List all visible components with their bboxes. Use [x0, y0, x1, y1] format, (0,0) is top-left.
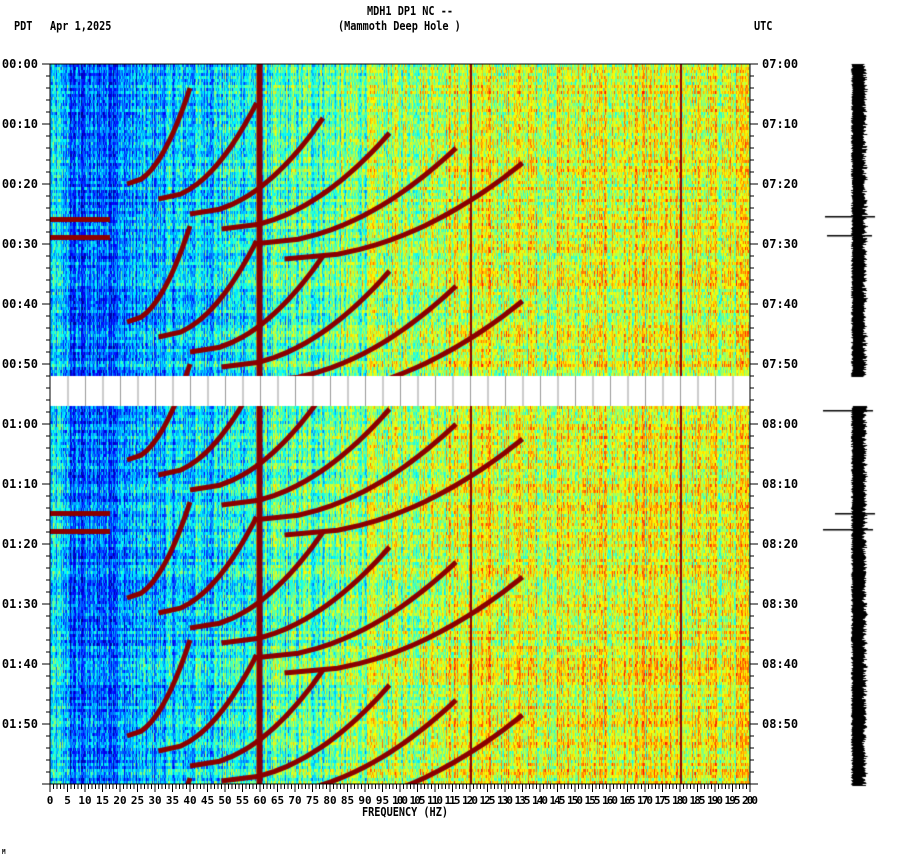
y-tick-label-right: 08:10 [762, 477, 798, 491]
y-tick-label-right: 08:40 [762, 657, 798, 671]
x-tick-label: 50 [218, 794, 231, 807]
y-tick-label-left: 01:30 [2, 597, 38, 611]
x-tick-label: 55 [236, 794, 249, 807]
left-timezone: PDT [14, 19, 33, 33]
x-tick-label: 140 [532, 794, 548, 807]
y-tick-label-right: 07:00 [762, 57, 798, 71]
y-tick-label-right: 07:30 [762, 237, 798, 251]
x-tick-label: 65 [271, 794, 284, 807]
x-tick-label: 45 [201, 794, 214, 807]
y-tick-label-left: 01:40 [2, 657, 38, 671]
footer-mark: M [2, 848, 6, 856]
x-tick-label: 70 [288, 794, 301, 807]
x-tick-label: 100 [392, 794, 408, 807]
x-tick-label: 165 [620, 794, 636, 807]
y-tick-label-left: 00:10 [2, 117, 38, 131]
x-tick-label: 75 [306, 794, 319, 807]
x-tick-label: 40 [183, 794, 196, 807]
x-tick-label: 15 [96, 794, 109, 807]
x-tick-label: 155 [585, 794, 601, 807]
x-tick-label: 130 [497, 794, 513, 807]
x-tick-label: 150 [567, 794, 583, 807]
x-tick-label: 110 [427, 794, 443, 807]
plot-frame [49, 63, 751, 785]
x-tick-label: 115 [445, 794, 461, 807]
x-tick-label: 90 [358, 794, 371, 807]
y-tick-label-right: 07:40 [762, 297, 798, 311]
x-tick-label: 25 [131, 794, 144, 807]
y-tick-label-left: 01:10 [2, 477, 38, 491]
x-tick-label: 195 [725, 794, 741, 807]
x-tick-label: 175 [655, 794, 671, 807]
x-tick-label: 185 [690, 794, 706, 807]
date-label: Apr 1,2025 [50, 19, 112, 33]
station-subtitle: (Mammoth Deep Hole ) [338, 19, 461, 33]
x-tick-label: 0 [47, 794, 54, 807]
x-tick-label: 120 [462, 794, 478, 807]
y-tick-label-right: 07:50 [762, 357, 798, 371]
x-tick-label: 180 [672, 794, 688, 807]
y-tick-label-left: 01:20 [2, 537, 38, 551]
x-tick-label: 30 [148, 794, 161, 807]
y-tick-label-right: 08:50 [762, 717, 798, 731]
y-tick-label-right: 08:00 [762, 417, 798, 431]
y-tick-label-left: 00:20 [2, 177, 38, 191]
y-tick-label-right: 08:30 [762, 597, 798, 611]
x-tick-label: 190 [707, 794, 723, 807]
y-tick-label-left: 01:00 [2, 417, 38, 431]
x-axis-label: FREQUENCY (HZ) [362, 805, 448, 819]
right-timezone: UTC [754, 19, 773, 33]
x-tick-label: 80 [323, 794, 336, 807]
x-tick-label: 20 [113, 794, 126, 807]
y-tick-label-right: 07:20 [762, 177, 798, 191]
y-tick-label-left: 00:40 [2, 297, 38, 311]
station-title: MDH1 DP1 NC -- [367, 4, 453, 18]
x-tick-label: 135 [515, 794, 531, 807]
y-tick-label-right: 08:20 [762, 537, 798, 551]
x-tick-label: 10 [78, 794, 91, 807]
x-tick-label: 160 [602, 794, 618, 807]
y-tick-label-right: 07:10 [762, 117, 798, 131]
x-tick-label: 170 [637, 794, 653, 807]
x-tick-label: 5 [64, 794, 71, 807]
x-tick-label: 60 [253, 794, 266, 807]
y-tick-label-left: 00:30 [2, 237, 38, 251]
x-tick-label: 145 [550, 794, 566, 807]
y-tick-label-left: 00:50 [2, 357, 38, 371]
x-tick-label: 125 [480, 794, 496, 807]
x-tick-label: 35 [166, 794, 179, 807]
spectrogram-heatmap [50, 64, 750, 784]
y-tick-label-left: 00:00 [2, 57, 38, 71]
x-tick-label: 85 [341, 794, 354, 807]
x-tick-label: 95 [376, 794, 389, 807]
y-tick-label-left: 01:50 [2, 717, 38, 731]
x-tick-label: 105 [410, 794, 426, 807]
seismogram-trace [820, 60, 880, 790]
x-tick-label: 200 [742, 794, 758, 807]
